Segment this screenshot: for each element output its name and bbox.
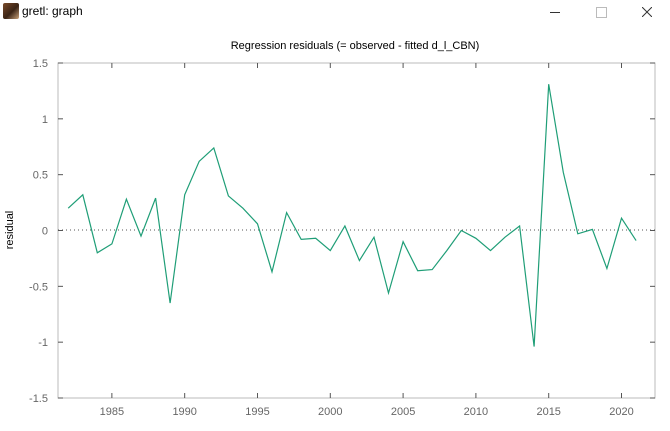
x-tick-label: 2015	[536, 406, 560, 418]
y-tick-label: 0	[42, 226, 48, 238]
y-tick-label: 1	[42, 114, 48, 126]
y-tick-label: -0.5	[29, 281, 48, 293]
close-icon	[642, 7, 652, 17]
x-tick-label: 1990	[172, 406, 196, 418]
x-tick-label: 2000	[318, 406, 342, 418]
maximize-button[interactable]	[578, 0, 624, 24]
y-tick-label: 1.5	[33, 58, 48, 70]
x-tick-label: 2020	[609, 406, 633, 418]
residual-series-line	[67, 84, 637, 347]
x-tick-label: 2010	[464, 406, 488, 418]
minimize-button[interactable]	[532, 0, 578, 24]
title-bar[interactable]: gretl: graph	[0, 0, 670, 24]
window-title: gretl: graph	[22, 4, 83, 18]
graph-area: Regression residuals (= observed - fitte…	[0, 24, 670, 426]
y-tick-label: -1	[38, 337, 48, 349]
plot-frame	[57, 62, 656, 399]
maximize-icon	[595, 6, 607, 18]
x-tick-label: 2005	[391, 406, 415, 418]
close-button[interactable]	[624, 0, 670, 24]
y-axis-label: residual	[4, 211, 16, 250]
y-tick-label: 0.5	[33, 170, 48, 182]
x-tick-label: 1985	[100, 406, 124, 418]
minimize-icon	[550, 11, 560, 13]
x-tick-label: 1995	[245, 406, 269, 418]
residual-chart: Regression residuals (= observed - fitte…	[4, 40, 656, 418]
chart-title: Regression residuals (= observed - fitte…	[231, 40, 480, 52]
y-tick-label: -1.5	[29, 393, 48, 405]
gretl-app-icon	[3, 3, 19, 19]
